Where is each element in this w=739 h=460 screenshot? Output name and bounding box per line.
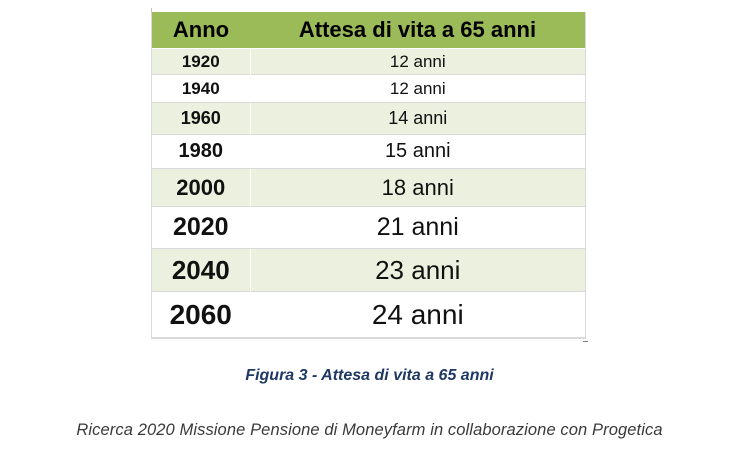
value-cell: 15 anni bbox=[250, 134, 585, 169]
value-cell: 12 anni bbox=[250, 74, 585, 103]
column-header-year: Anno bbox=[152, 12, 250, 49]
table-row: 1980 15 anni bbox=[152, 134, 585, 169]
year-cell: 2060 bbox=[152, 291, 251, 338]
life-expectancy-table: Anno Attesa di vita a 65 anni 1920 12 an… bbox=[152, 12, 585, 338]
table-row: 1960 14 anni bbox=[152, 102, 585, 135]
value-cell: 12 anni bbox=[250, 48, 585, 75]
year-cell: 2000 bbox=[152, 168, 251, 207]
value-cell: 21 anni bbox=[250, 206, 585, 249]
value-cell: 24 anni bbox=[250, 291, 585, 338]
table-row: 2000 18 anni bbox=[152, 168, 585, 207]
year-cell: 2040 bbox=[152, 248, 251, 292]
source-note: Ricerca 2020 Missione Pensione di Moneyf… bbox=[76, 421, 663, 439]
table-row: 2020 21 anni bbox=[152, 206, 585, 249]
value-cell: 23 anni bbox=[250, 248, 585, 292]
table-row: 2040 23 anni bbox=[152, 248, 585, 292]
year-cell: 1940 bbox=[152, 74, 251, 103]
table-corner-mark bbox=[583, 341, 588, 342]
year-cell: 2020 bbox=[152, 206, 251, 249]
table-row: 1920 12 anni bbox=[152, 48, 585, 75]
table-corner-mark bbox=[151, 8, 152, 13]
column-header-life-expectancy: Attesa di vita a 65 anni bbox=[250, 12, 585, 49]
life-expectancy-table-container: Anno Attesa di vita a 65 anni 1920 12 an… bbox=[151, 12, 586, 339]
table-row: 2060 24 anni bbox=[152, 291, 585, 338]
table-header-row: Anno Attesa di vita a 65 anni bbox=[152, 12, 585, 49]
value-cell: 18 anni bbox=[250, 168, 585, 207]
year-cell: 1980 bbox=[152, 134, 251, 169]
table-row: 1940 12 anni bbox=[152, 74, 585, 103]
figure-caption: Figura 3 - Attesa di vita a 65 anni bbox=[245, 367, 494, 384]
value-cell: 14 anni bbox=[250, 102, 585, 135]
year-cell: 1920 bbox=[152, 48, 251, 75]
year-cell: 1960 bbox=[152, 102, 251, 135]
